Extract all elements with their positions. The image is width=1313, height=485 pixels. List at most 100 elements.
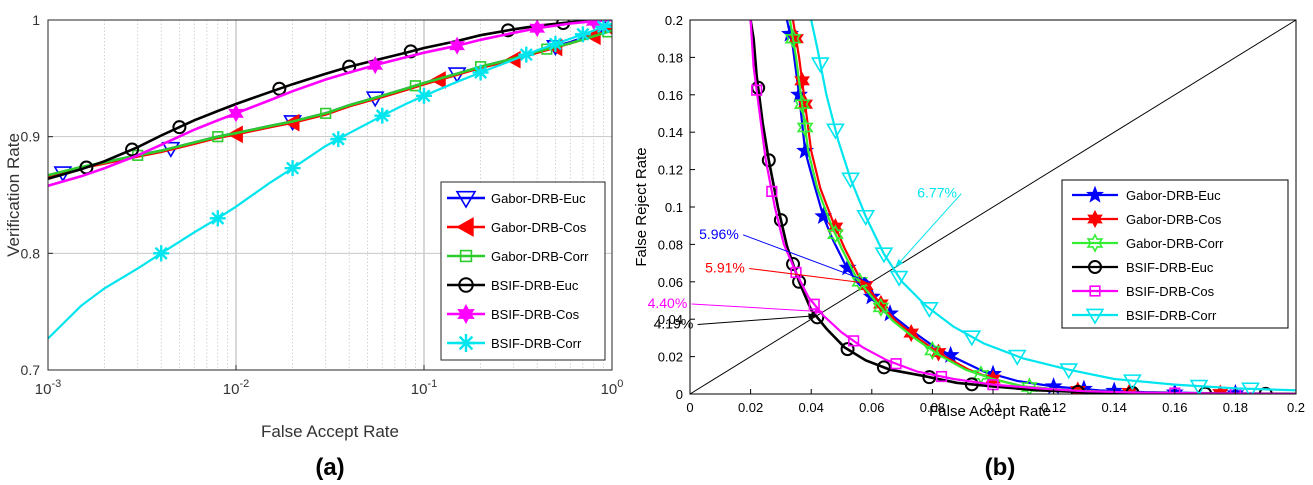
annotations-b: 5.96% 5.91% 4.40% 4.19% 6.77% — [648, 185, 962, 332]
series-marker-3 — [320, 107, 332, 119]
series-marker-b-6 — [1007, 349, 1027, 366]
series-marker-4 — [403, 44, 418, 59]
x-tick-label-b: 0.04 — [799, 400, 824, 415]
x-tick-label-b: 0.12 — [1041, 400, 1066, 415]
legend-marker-b — [1086, 185, 1104, 203]
y-axis-label-a: Verification Rate — [4, 133, 23, 257]
series-marker-b-4 — [786, 257, 801, 272]
annotation-label: 4.40% — [648, 295, 688, 311]
annotation-arrowhead — [808, 313, 817, 320]
ticks-b: 0 0.02 0.04 0.06 0.08 0.1 0.12 0.14 0.16 0.18 0.2 0… — [658, 13, 1305, 415]
legend-label-b: BSIF-DRB-Cos — [1126, 284, 1215, 299]
legend-label-b: Gabor-DRB-Euc — [1126, 188, 1221, 203]
legend-marker-a — [455, 190, 477, 209]
series-marker-6 — [374, 107, 391, 124]
legend-marker-b — [1088, 260, 1102, 274]
legend-label-b: BSIF-DRB-Corr — [1126, 308, 1217, 323]
series-line-5 — [48, 20, 612, 187]
panel-label-b: (b) — [985, 454, 1016, 481]
series-marker-6 — [153, 245, 170, 262]
legend-label-a: BSIF-DRB-Cos — [491, 307, 580, 322]
series-marker-b-6 — [919, 301, 939, 318]
series-marker-4 — [125, 142, 140, 157]
series-marker-b-2 — [1212, 384, 1229, 394]
series-marker-b-6 — [874, 247, 894, 264]
series-marker-5 — [367, 56, 384, 75]
series-marker-b-4 — [922, 370, 937, 385]
legend-marker-a — [459, 249, 473, 263]
legend-marker-a — [458, 277, 474, 293]
series-marker-b-5 — [790, 266, 802, 279]
series-marker-3 — [409, 80, 421, 92]
series-marker-b-5 — [848, 335, 860, 347]
series-marker-4 — [172, 120, 187, 135]
legend-label-a: BSIF-DRB-Corr — [491, 336, 582, 351]
legend-label-b: Gabor-DRB-Cos — [1126, 212, 1222, 227]
x-tick-label-b: 0.1 — [984, 400, 1002, 415]
x-tick-label-b: 0.2 — [1287, 400, 1305, 415]
x-tick-label-a: 10-3 — [35, 378, 61, 398]
annotation-arrow — [749, 267, 870, 284]
legend-label-a: Gabor-DRB-Cos — [491, 220, 587, 235]
series-marker-b-4 — [761, 153, 776, 168]
x-tick-label-a: 10-1 — [411, 378, 437, 398]
series-line-4 — [48, 20, 612, 180]
legend-a: Gabor-DRB-Euc Gabor-DRB-Cos Gabor-DRB-Corr… — [440, 181, 606, 361]
y-tick-label-b: 0.04 — [658, 312, 683, 327]
x-tick-label-a: 100 — [601, 378, 624, 398]
series-marker-b-6 — [1122, 374, 1142, 391]
reference-line-b — [689, 19, 1297, 395]
series-marker-b-5 — [935, 370, 948, 383]
series-b — [749, 20, 1296, 394]
y-tick-label-a: 0.8 — [21, 245, 41, 261]
x-tick-label-b: 0.16 — [1162, 400, 1187, 415]
annotation-label: 6.77% — [917, 185, 957, 201]
series-marker-b-6 — [826, 123, 845, 140]
y-tick-label-b: 0.1 — [665, 200, 683, 215]
legend-marker-a — [455, 217, 474, 237]
series-marker-b-3 — [827, 224, 844, 244]
series-marker-4 — [501, 23, 516, 38]
series-marker-5 — [449, 36, 465, 55]
x-tick-label-b: 0.06 — [859, 400, 884, 415]
legend-marker-a — [457, 303, 475, 325]
y-tick-label-b: 0.02 — [658, 350, 683, 365]
chart-b: 5.96%5.91%4.40%4.19%6.77% 0 0.02 0.04 0.06 0… — [633, 13, 1305, 481]
legend-marker-b — [1087, 209, 1103, 229]
axes-box-a — [47, 19, 613, 371]
series-marker-b-6 — [1059, 363, 1079, 380]
series-marker-b-6 — [1189, 379, 1209, 394]
series-line-b-6 — [810, 20, 1296, 392]
series-marker-6 — [547, 35, 564, 52]
series-marker-b-1 — [790, 85, 809, 103]
y-tick-label-a: 1 — [32, 12, 40, 28]
legend-label-a: BSIF-DRB-Euc — [491, 278, 579, 293]
ticks-a: 10-3 10-2 10-1 100 0.7 0.8 0.9 1 — [21, 12, 624, 398]
y-tick-label-b: 0.18 — [658, 50, 683, 65]
series-marker-b-6 — [856, 209, 876, 226]
annotation-arrow — [691, 303, 824, 313]
annotation-label: 5.96% — [699, 226, 739, 242]
annotation-arrowhead — [814, 308, 824, 315]
annotation-arrowhead — [860, 279, 870, 286]
annotation-arrow — [697, 315, 817, 326]
series-marker-b-3 — [924, 340, 941, 361]
series-marker-6 — [330, 131, 347, 148]
y-tick-label-b: 0.2 — [665, 13, 683, 28]
series-marker-6 — [518, 46, 535, 63]
series-marker-6 — [416, 87, 432, 104]
legend-label-a: Gabor-DRB-Corr — [491, 249, 589, 264]
y-tick-label-b: 0 — [676, 387, 683, 402]
x-tick-label-a: 10-2 — [223, 378, 249, 398]
series-marker-b-2 — [794, 71, 810, 90]
series-marker-b-3 — [1020, 377, 1038, 394]
legend-label-b: Gabor-DRB-Corr — [1126, 236, 1224, 251]
series-marker-6 — [472, 64, 489, 81]
y-axis-label-b: False Reject Rate — [633, 147, 650, 266]
y-tick-label-b: 0.06 — [658, 275, 683, 290]
series-marker-b-4 — [964, 377, 979, 392]
x-tick-label-b: 0.18 — [1223, 400, 1248, 415]
series-marker-6 — [209, 210, 226, 227]
series-marker-b-5 — [751, 84, 763, 96]
